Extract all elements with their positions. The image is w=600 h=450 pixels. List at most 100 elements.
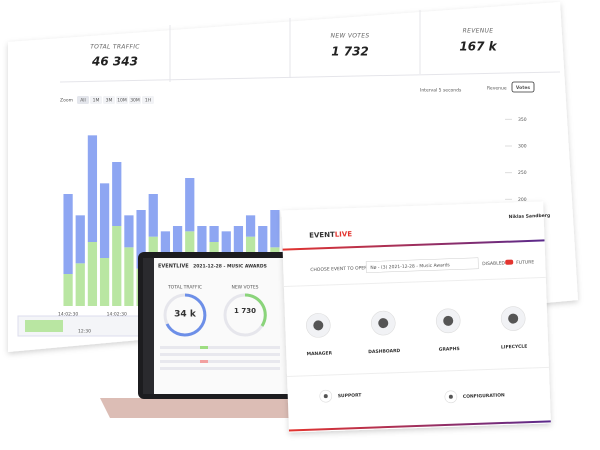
zoom-button-label[interactable]: All (80, 98, 86, 104)
table-row (160, 360, 280, 363)
stat-value: 167 k (459, 40, 497, 54)
brand-a: EVENT (309, 231, 335, 240)
prompt: CHOOSE EVENT TO OPERATE (310, 265, 375, 273)
zoom-button-label[interactable]: 10M (117, 98, 127, 104)
tile-label[interactable]: CONFIGURATION (463, 392, 505, 399)
zoom-label: Zoom (60, 98, 73, 104)
bar-segment (112, 226, 122, 306)
toggle[interactable]: Votes (516, 85, 531, 91)
bar-segment (75, 263, 85, 306)
bar-segment (63, 274, 73, 306)
bar-segment (99, 258, 110, 306)
tile-icon-core[interactable] (313, 320, 324, 331)
tile-label[interactable]: GRAPHS (439, 346, 460, 353)
tile-label[interactable]: MANAGER (306, 350, 332, 357)
stat-value: 46 343 (91, 55, 138, 69)
header-bar (282, 239, 545, 251)
status (200, 360, 208, 363)
bar-segment (148, 194, 158, 237)
zoom-button[interactable] (103, 96, 115, 104)
bar-segment (172, 226, 183, 264)
stat-label: TOTAL TRAFFIC (90, 44, 140, 51)
stat-value: 34 k (174, 310, 197, 320)
y-tick-label: 200 (518, 197, 527, 203)
table (160, 346, 280, 370)
stat-label: TOTAL TRAFFIC (167, 285, 202, 291)
bar-segment (87, 242, 98, 306)
y-tick-label: 250 (518, 170, 527, 176)
zoom-button[interactable] (77, 96, 89, 104)
zoom-button-label[interactable]: 1M (93, 98, 100, 104)
bar-segment (233, 226, 244, 253)
zoom-button[interactable] (142, 96, 154, 104)
tile-icon-core[interactable] (323, 394, 328, 399)
footer-bar (288, 420, 551, 432)
bar-segment (75, 215, 85, 264)
stat-label: NEW VOTES (331, 33, 370, 40)
zoom-button[interactable] (90, 96, 102, 104)
bar-segment (270, 210, 280, 248)
tiles: MANAGER DASHBOARD GRAPHS LIFECYCLE SUPPORT CO… (306, 306, 528, 404)
event: 2021-12-28 - MUSIC AWARDS (193, 264, 267, 270)
toggle-active[interactable] (511, 81, 535, 93)
tile-label[interactable]: SUPPORT (338, 392, 363, 399)
sidebar (143, 258, 154, 394)
tile-icon-core[interactable] (443, 315, 454, 326)
laptop-base (100, 398, 335, 418)
bar-segment (209, 226, 219, 242)
event-select[interactable] (365, 257, 479, 273)
navigator-range[interactable] (25, 320, 63, 332)
zoom-button-label[interactable]: 30M (130, 98, 140, 104)
filter[interactable]: FUTURE (516, 259, 534, 266)
bar-segment (160, 231, 171, 253)
x-tick-label: 14:02:30 (58, 312, 78, 318)
status (200, 346, 208, 349)
table-row (160, 353, 280, 356)
tile-label[interactable]: DASHBOARD (368, 348, 400, 355)
bar-segment (245, 215, 256, 237)
bar-segment (112, 162, 122, 226)
tile-icon-core[interactable] (448, 394, 453, 399)
bar-segment (87, 135, 98, 242)
zoom-button[interactable] (116, 96, 128, 104)
bar-segment (185, 178, 195, 232)
filter[interactable]: DISABLED (482, 260, 505, 267)
bar-segment (124, 215, 134, 248)
brand: EVENTLIVE (309, 230, 352, 239)
y-tick-label: 350 (518, 117, 527, 123)
navigator-label: 12:30 (78, 329, 91, 335)
divider (59, 71, 561, 83)
stat-label: REVENUE (463, 28, 494, 35)
divider (287, 366, 549, 378)
tile-icon-core[interactable] (508, 313, 519, 324)
gauge-arc (244, 293, 267, 327)
zoom-button-label[interactable]: 1H (145, 98, 151, 104)
bar-segment (99, 183, 110, 258)
table-row (160, 367, 280, 370)
tile-icon-core[interactable] (378, 318, 389, 329)
zoom-button[interactable] (129, 96, 141, 104)
divider (283, 276, 546, 288)
stat-value: 1 732 (331, 45, 369, 59)
zoom-button-label[interactable]: 3M (106, 98, 113, 104)
interval: Interval 5 seconds (420, 88, 462, 94)
gauge-arc (165, 293, 207, 337)
bar-segment (63, 194, 73, 274)
y-tick-label: 300 (518, 144, 527, 150)
stat-value: 1 730 (234, 307, 256, 315)
bar-segment (197, 226, 207, 258)
bar-segment (258, 226, 268, 258)
table-row (160, 346, 280, 349)
menu-panel: EVENTLIVE Niklas Sandberg CHOOSE EVENT T… (281, 201, 551, 433)
brand: EVENTLIVE (158, 264, 189, 270)
brand-b: LIVE (335, 230, 353, 239)
bar-segment (124, 247, 134, 306)
x-tick-label: 14:02:30 (107, 312, 127, 318)
event-option[interactable]: Nø - (3) 2021-12-28 - Music Awards (370, 262, 450, 271)
filter-switch[interactable] (505, 259, 514, 265)
bar-segment (136, 210, 146, 269)
tile-label[interactable]: LIFECYCLE (501, 344, 528, 351)
stat-label: NEW VOTES (231, 285, 258, 291)
toggle[interactable]: Revenue (487, 86, 507, 92)
